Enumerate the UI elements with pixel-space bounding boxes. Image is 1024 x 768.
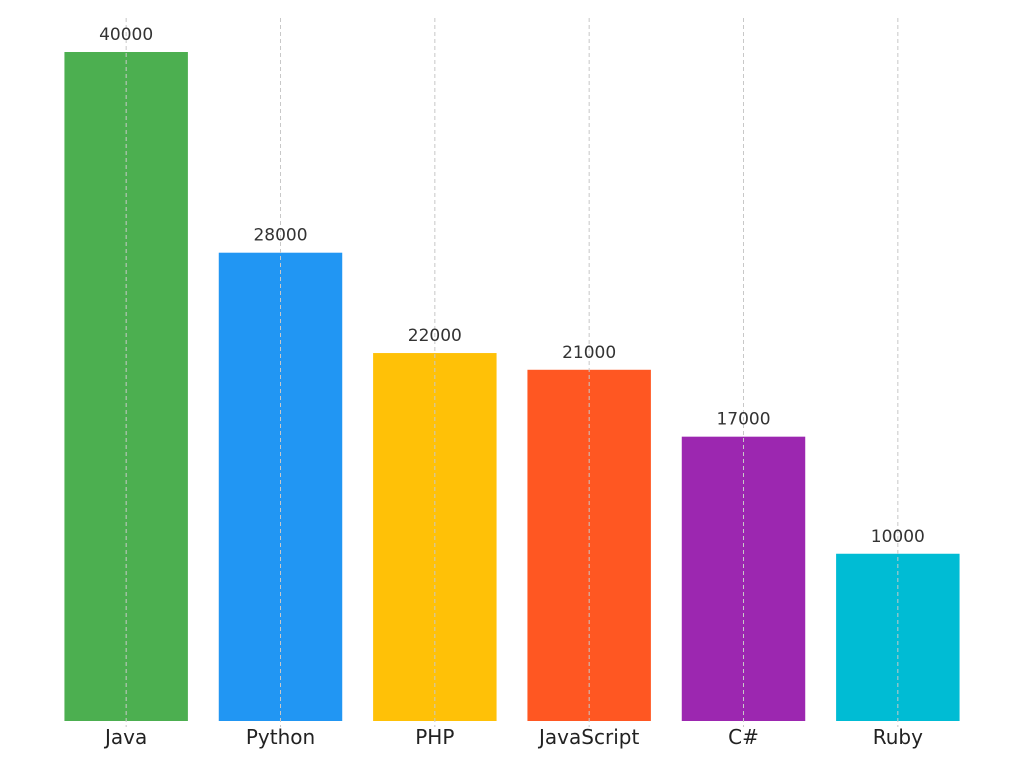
value-label: 22000 — [408, 326, 462, 346]
gridlines-group — [125, 18, 899, 727]
bars-group — [64, 52, 960, 721]
x-tick-label: Java — [103, 725, 147, 749]
x-tick-label: Ruby — [873, 725, 923, 749]
value-label: 28000 — [253, 226, 307, 246]
x-tick-label: JavaScript — [537, 725, 639, 749]
x-tick-label: C# — [728, 725, 759, 749]
value-labels-group: 40000 28000 22000 21000 17000 10000 — [99, 25, 925, 547]
x-tick-labels-group: Java Python PHP JavaScript C# Ruby — [103, 725, 923, 749]
value-label: 10000 — [871, 527, 925, 547]
value-label: 40000 — [99, 25, 153, 45]
value-label: 17000 — [716, 410, 770, 430]
value-label: 21000 — [562, 343, 616, 363]
x-tick-label: PHP — [415, 725, 454, 749]
x-tick-label: Python — [246, 725, 315, 749]
